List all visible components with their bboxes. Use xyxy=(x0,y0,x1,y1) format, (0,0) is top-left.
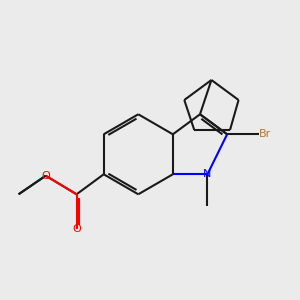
Text: Br: Br xyxy=(259,129,271,139)
Text: O: O xyxy=(72,224,81,234)
Text: O: O xyxy=(41,171,50,181)
Text: N: N xyxy=(203,169,212,179)
